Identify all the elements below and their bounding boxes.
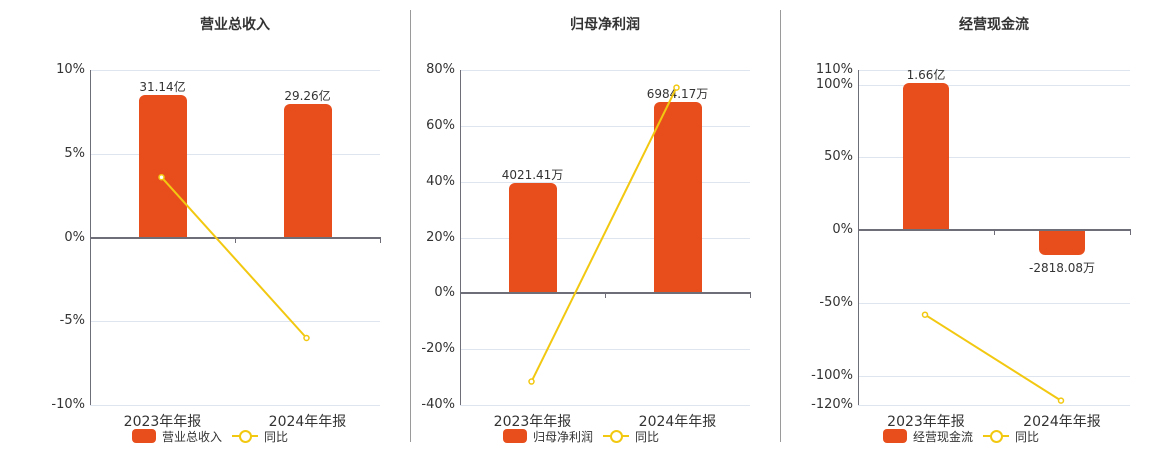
legend-bar-swatch[interactable] [883,429,907,443]
gridline [858,303,1130,304]
gridline [90,405,380,406]
chart-divider [410,10,411,442]
x-axis-category-label: 2024年年报 [268,414,347,430]
y-axis-tick-label: 80% [426,62,455,77]
y-axis-tick-label: -10% [51,397,85,412]
x-axis-tick [1130,230,1131,235]
gridline [90,154,380,155]
legend-bar-swatch[interactable] [503,429,527,443]
x-axis-category-label: 2023年年报 [123,414,202,430]
bar-1[interactable] [283,103,332,238]
yoy-point[interactable] [1057,397,1065,404]
y-axis-tick-label: 50% [824,149,853,164]
x-axis-category-label: 2023年年报 [493,414,572,430]
x-axis-category-label: 2024年年报 [1023,414,1101,430]
legend-line-symbol-icon[interactable] [983,429,1010,443]
yoy-point[interactable] [528,378,535,385]
bar-value-label: 4021.41万 [501,168,564,183]
y-axis-line [858,70,859,405]
gridline [90,321,380,322]
legend-line-label[interactable]: 同比 [264,429,289,444]
legend-bar-label[interactable]: 归母净利润 [533,429,594,444]
legend-line-symbol-icon[interactable] [232,429,259,443]
x-axis-tick [235,238,236,243]
gridline [858,405,1130,406]
x-axis-category-label: 2023年年报 [887,414,965,430]
bar-1[interactable] [653,102,702,293]
x-axis-tick [750,293,751,298]
x-axis-tick [994,230,995,235]
legend-line-label[interactable]: 同比 [635,429,660,444]
y-axis-tick-label: 0% [434,285,455,300]
x-axis-tick [380,238,381,243]
bar-value-label: 6984.17万 [646,87,709,102]
y-axis-tick-label: -100% [811,368,853,383]
yoy-point[interactable] [921,311,929,318]
y-axis-tick-label: -5% [59,313,85,328]
y-axis-tick-label: 110% [815,62,853,77]
gridline [460,405,750,406]
y-axis-line [460,70,461,405]
x-axis-category-label: 2024年年报 [638,414,717,430]
gridline [858,157,1130,158]
yoy-point[interactable] [303,334,310,342]
gridline [460,70,750,71]
y-axis-tick-label: -40% [421,397,455,412]
bar-value-label: -2818.08万 [1029,260,1095,275]
gridline [460,126,750,127]
chart-legend: 归母净利润 同比 [503,428,659,444]
y-axis-tick-label: 20% [426,230,455,245]
legend-bar-label[interactable]: 经营现金流 [913,429,974,444]
bar-1[interactable] [1039,230,1085,255]
chart-title: 归母净利润 [570,17,640,33]
y-axis-tick-label: 0% [832,222,853,237]
y-axis-tick-label: 60% [426,118,455,133]
bar-value-label: 31.14亿 [139,80,186,95]
gridline [460,349,750,350]
y-axis-tick-label: -120% [811,397,853,412]
legend-bar-label[interactable]: 营业总收入 [162,429,223,444]
bar-0[interactable] [508,183,557,293]
chart-legend: 经营现金流 同比 [883,428,1039,444]
chart-title: 经营现金流 [959,17,1029,33]
legend-line-symbol-icon[interactable] [603,429,630,443]
bar-value-label: 1.66亿 [906,68,946,83]
gridline [858,85,1130,86]
y-axis-tick-label: 5% [64,146,85,161]
chart-title: 营业总收入 [200,17,270,33]
y-axis-tick-label: 0% [64,230,85,245]
y-axis-tick-label: 100% [815,77,853,92]
legend-line-label[interactable]: 同比 [1015,429,1040,444]
chart-legend: 营业总收入 同比 [132,428,288,444]
bar-0[interactable] [138,95,187,238]
y-axis-tick-label: 10% [56,62,85,77]
x-axis-tick [605,293,606,298]
gridline [460,238,750,239]
gridline [90,70,380,71]
chart-divider [780,10,781,442]
y-axis-tick-label: -20% [421,341,455,356]
y-axis-tick-label: -50% [819,295,853,310]
gridline [858,70,1130,71]
bar-value-label: 29.26亿 [284,88,331,103]
yoy-line [924,313,1062,402]
y-axis-tick-label: 40% [426,174,455,189]
gridline [858,376,1130,377]
legend-bar-swatch[interactable] [132,429,156,443]
bar-0[interactable] [903,83,949,230]
